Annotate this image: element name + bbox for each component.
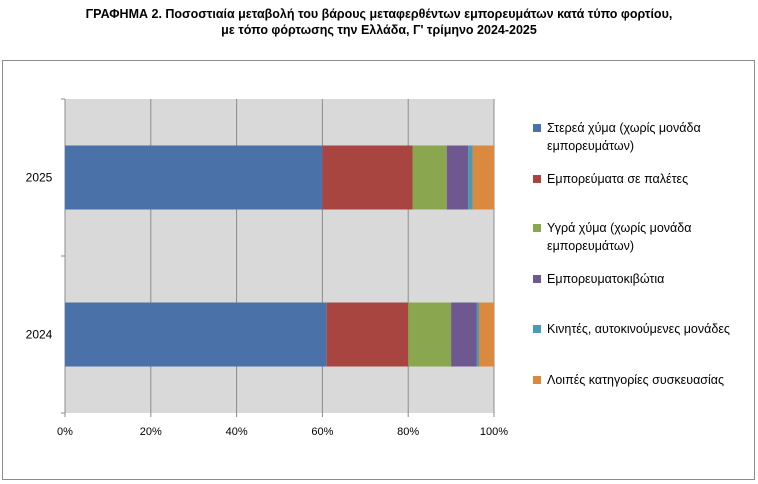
legend-swatch: [533, 275, 541, 283]
bar-segment: [451, 302, 477, 367]
legend-label: Υγρά χύμα (χωρίς μονάδα εμπορευμάτων): [547, 221, 692, 253]
legend-label: Εμπορευματοκιβώτια: [547, 272, 665, 286]
legend-item: Στερεά χύμα (χωρίς μονάδα εμπορευμάτων): [533, 119, 758, 155]
legend-swatch: [533, 224, 541, 232]
legend-swatch: [533, 175, 541, 183]
legend-swatch: [533, 124, 541, 132]
bar-segment: [478, 302, 494, 367]
bar-segment: [468, 145, 473, 210]
y-tick-label: 2025: [26, 171, 53, 185]
legend-swatch: [533, 325, 541, 333]
x-tick-label: 100%: [480, 426, 508, 438]
chart-title-line-2: με τόπο φόρτωσης την Ελλάδα, Γ' τρίμηνο …: [221, 23, 537, 37]
legend-item: Κινητές, αυτοκινούμενες μονάδες: [533, 320, 758, 338]
bar-segment: [65, 145, 323, 210]
bar-segment: [446, 145, 469, 210]
bar-segment: [472, 145, 494, 210]
legend-swatch: [533, 376, 541, 384]
legend-item: Λοιπές κατηγορίες συσκευασίας: [533, 371, 758, 389]
x-tick-label: 0%: [57, 426, 73, 438]
legend-item: Εμπορεύματα σε παλέτες: [533, 170, 758, 188]
y-tick-label: 2024: [26, 328, 53, 342]
legend-label: Εμπορεύματα σε παλέτες: [547, 172, 689, 186]
chart-frame: [2, 60, 755, 480]
bar-segment: [326, 302, 409, 367]
legend-label: Κινητές, αυτοκινούμενες μονάδες: [547, 322, 730, 336]
bar-segment: [322, 145, 413, 210]
bar-segment: [408, 302, 452, 367]
legend-label: Στερεά χύμα (χωρίς μονάδα εμπορευμάτων): [547, 121, 701, 153]
x-tick-label: 80%: [397, 426, 419, 438]
bar-segment: [476, 302, 479, 367]
chart-title: ΓΡΑΦΗΜΑ 2. Ποσοστιαία μεταβολή του βάρου…: [0, 6, 758, 38]
bar-segment: [412, 145, 447, 210]
bar-segment: [65, 302, 327, 367]
x-tick-label: 20%: [140, 426, 162, 438]
legend-item: Εμπορευματοκιβώτια: [533, 270, 758, 288]
legend-item: Υγρά χύμα (χωρίς μονάδα εμπορευμάτων): [533, 219, 758, 255]
chart-title-line-1: ΓΡΑΦΗΜΑ 2. Ποσοστιαία μεταβολή του βάρου…: [85, 7, 673, 21]
x-tick-label: 60%: [311, 426, 333, 438]
legend-label: Λοιπές κατηγορίες συσκευασίας: [547, 373, 725, 387]
x-tick-label: 40%: [226, 426, 248, 438]
